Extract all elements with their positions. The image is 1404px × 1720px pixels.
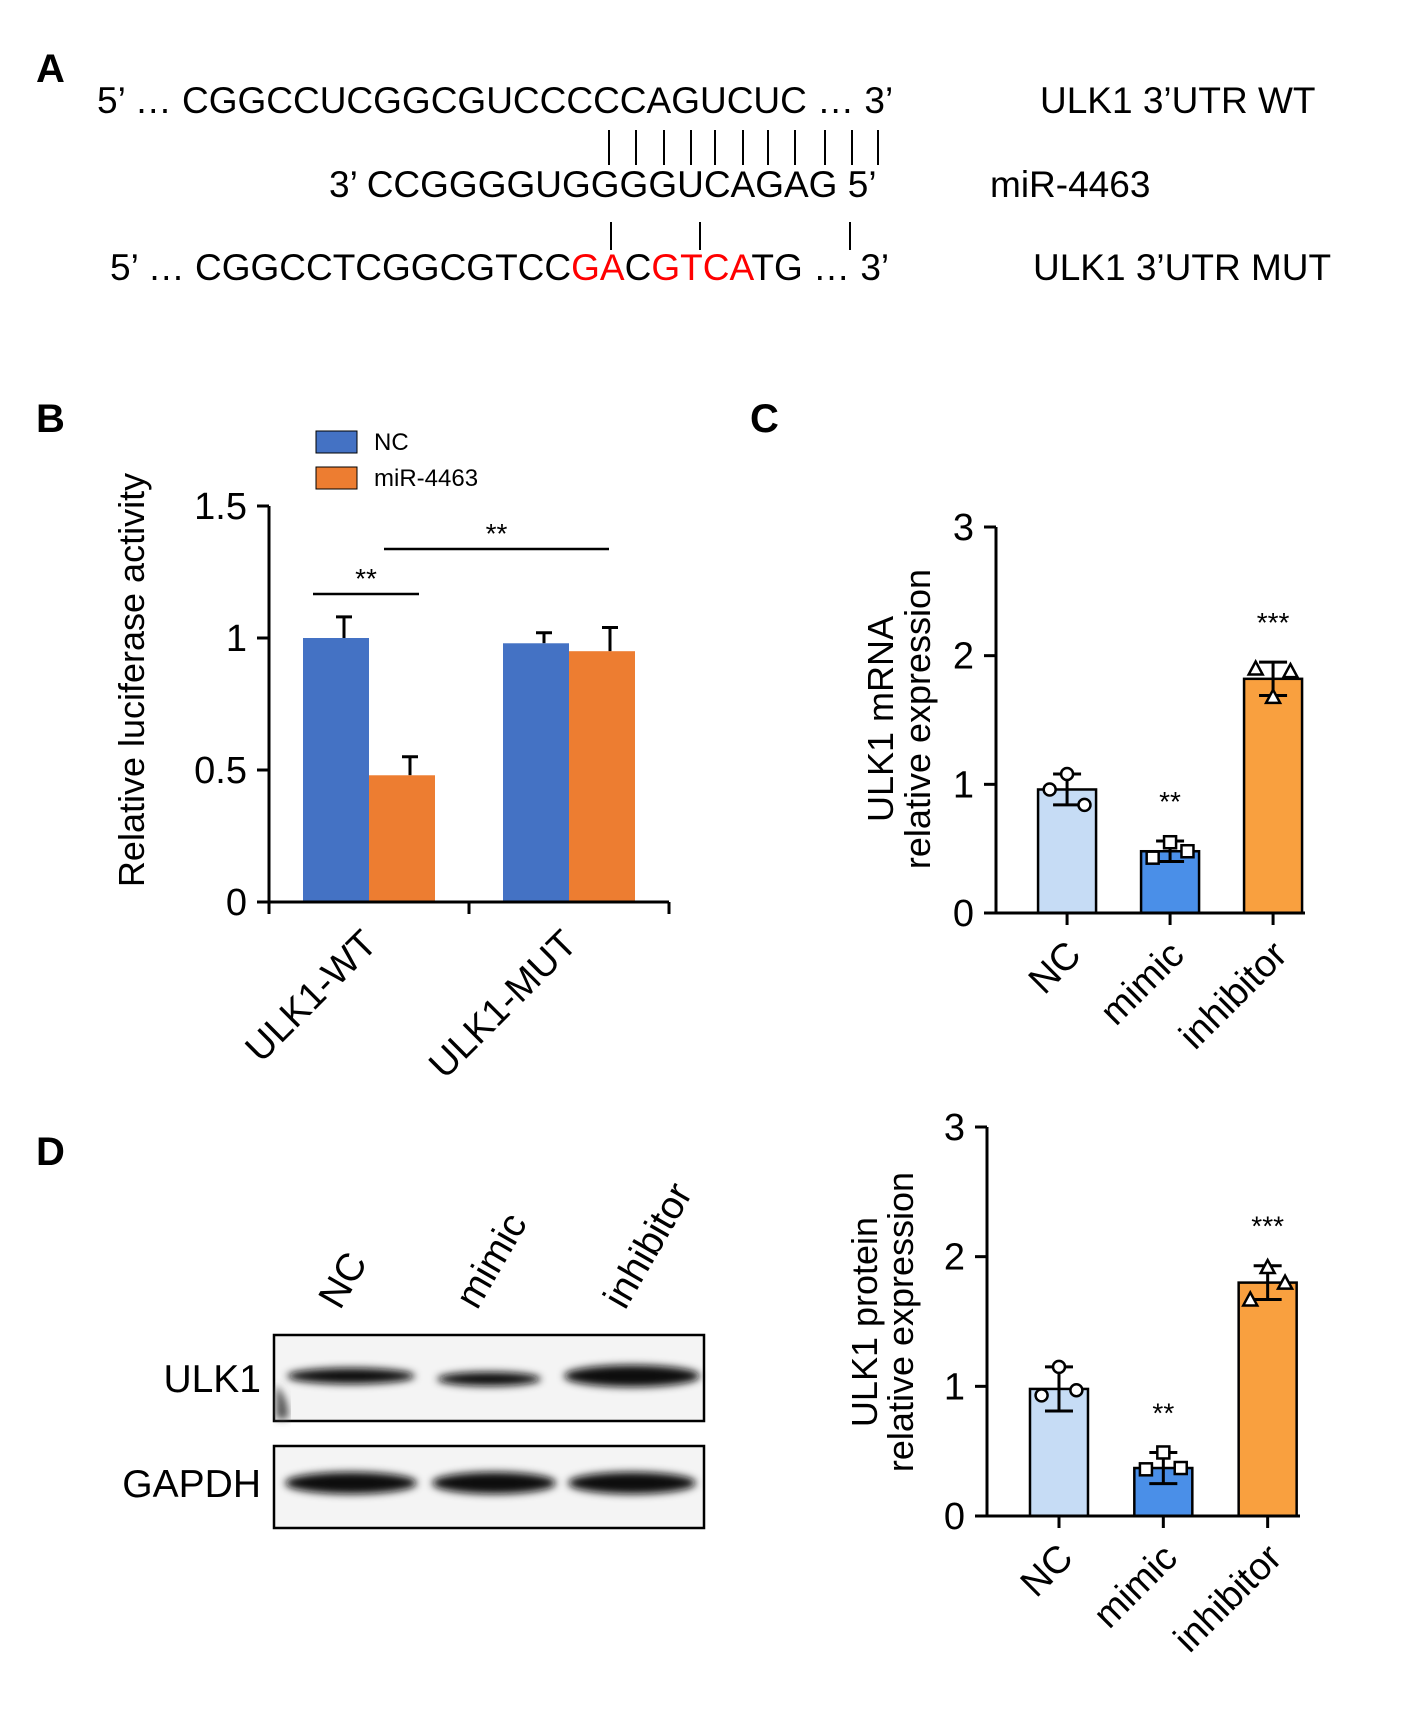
data-point [1034, 1388, 1049, 1403]
data-point [1275, 1272, 1295, 1290]
row-label: GAPDH [122, 1463, 261, 1506]
x-tick-label: inhibitor [1172, 933, 1296, 1057]
panel-label: A [36, 47, 65, 91]
axis [994, 527, 1305, 915]
significance-label: ** [486, 518, 508, 549]
legend-swatch [315, 430, 358, 454]
error-bar [402, 755, 418, 776]
significance-label: ** [1159, 786, 1181, 817]
y-tick-label: 1 [944, 1366, 965, 1408]
error-bar [336, 615, 352, 638]
bar [303, 638, 369, 902]
western-blot [272, 1333, 706, 1530]
error-bar [602, 625, 618, 652]
blot-band [564, 1365, 700, 1387]
axis [985, 1127, 1300, 1518]
sequence-segment: 5’ … CGGCCUCGGCGUCCCCCAGUCUC … 3’ [97, 80, 893, 121]
sequence-segment: TG … 3’ [751, 247, 889, 288]
pairing-ticks [608, 130, 879, 250]
blot-band [568, 1472, 696, 1494]
sequence-segment: 3’ CCGGGGUGGGGUCAGAG 5’ [329, 164, 877, 205]
x-tick-label: mimic [1086, 1537, 1186, 1637]
sequence: 3’ CCGGGGUGGGGUCAGAG 5’ [329, 164, 877, 205]
significance-label: ** [355, 563, 377, 594]
y-axis-label: ULK1 mRNA [860, 616, 901, 822]
data-point [1145, 850, 1160, 865]
y-tick-label: 2 [944, 1237, 965, 1279]
sequence-label: ULK1 3’UTR WT [1040, 80, 1315, 121]
bar [369, 775, 435, 902]
y-axis-label: Relative luciferase activity [111, 473, 152, 887]
sequence-segment: GA [571, 247, 625, 288]
blot-band [432, 1472, 556, 1494]
data-point [1173, 1460, 1188, 1476]
legend-label: miR-4463 [374, 465, 478, 492]
blot-smear [276, 1385, 289, 1419]
y-tick-label: 3 [953, 507, 974, 549]
y-tick-label: 2 [953, 636, 974, 678]
data-point [1258, 1257, 1277, 1275]
bar [503, 643, 569, 902]
data-point [1069, 1382, 1084, 1398]
bar [1237, 1281, 1298, 1518]
panel-label: C [750, 397, 779, 441]
blot-band [437, 1372, 541, 1386]
bar [1242, 677, 1304, 915]
sequence: 5’ … CGGCCUCGGCGUCCCCCAGUCUC … 3’ [97, 80, 893, 121]
data-point [1042, 782, 1057, 797]
y-tick-label: 1.5 [194, 486, 247, 528]
significance-label: ** [1152, 1397, 1174, 1428]
sequence-segment: GTCA [651, 247, 754, 288]
data-point [1162, 834, 1178, 850]
lane-label: inhibitor [596, 1176, 702, 1316]
data-point [1281, 661, 1300, 679]
data-point [1241, 1289, 1260, 1307]
data-point [1246, 658, 1265, 676]
lane-label: mimic [448, 1206, 536, 1316]
significance-label: *** [1257, 607, 1290, 638]
legend-label: NC [374, 429, 409, 456]
y-tick-label: 1 [953, 764, 974, 806]
significance-label: *** [1251, 1211, 1284, 1242]
panel-label: D [36, 1130, 65, 1174]
sequence: 5’ … CGGCCTCGGCGTCCGACGTCATG … 3’ [110, 247, 889, 288]
data-point [1180, 843, 1195, 859]
legend-swatch [315, 466, 358, 490]
y-axis-label: ULK1 protein [844, 1217, 885, 1427]
sequence-label: ULK1 3’UTR MUT [1033, 247, 1331, 288]
panel-label: B [36, 397, 65, 441]
x-tick-label: ULK1-WT [238, 923, 386, 1071]
row-label: ULK1 [163, 1358, 261, 1401]
y-tick-label: 0 [953, 893, 974, 935]
x-tick-label: inhibitor [1166, 1536, 1290, 1660]
blot-band [285, 1472, 417, 1494]
data-point [1156, 1445, 1171, 1460]
data-point [1077, 797, 1092, 813]
y-tick-label: 3 [944, 1107, 965, 1149]
y-tick-label: 0 [944, 1496, 965, 1538]
data-point [1263, 687, 1283, 705]
sequence-segment: 5’ … CGGCCTCGGCGTCC [110, 247, 571, 288]
lane-label: NC [311, 1245, 376, 1315]
blot-band [287, 1368, 415, 1384]
y-tick-label: 0 [226, 882, 247, 924]
x-tick-label: NC [1013, 1537, 1082, 1606]
data-point [1138, 1462, 1154, 1477]
sequence-segment: C [625, 247, 652, 288]
y-tick-label: 0.5 [194, 750, 247, 792]
data-point [1059, 766, 1075, 782]
y-axis-label: relative expression [897, 569, 938, 869]
y-tick-label: 1 [226, 618, 247, 660]
x-tick-label: ULK1-MUT [421, 923, 585, 1087]
data-point [1051, 1359, 1067, 1375]
x-tick-label: mimic [1093, 934, 1193, 1034]
x-tick-label: NC [1021, 934, 1090, 1003]
sequence-label: miR-4463 [990, 164, 1150, 205]
bar [569, 651, 635, 902]
y-axis-label: relative expression [880, 1172, 921, 1472]
error-bar [536, 631, 552, 644]
